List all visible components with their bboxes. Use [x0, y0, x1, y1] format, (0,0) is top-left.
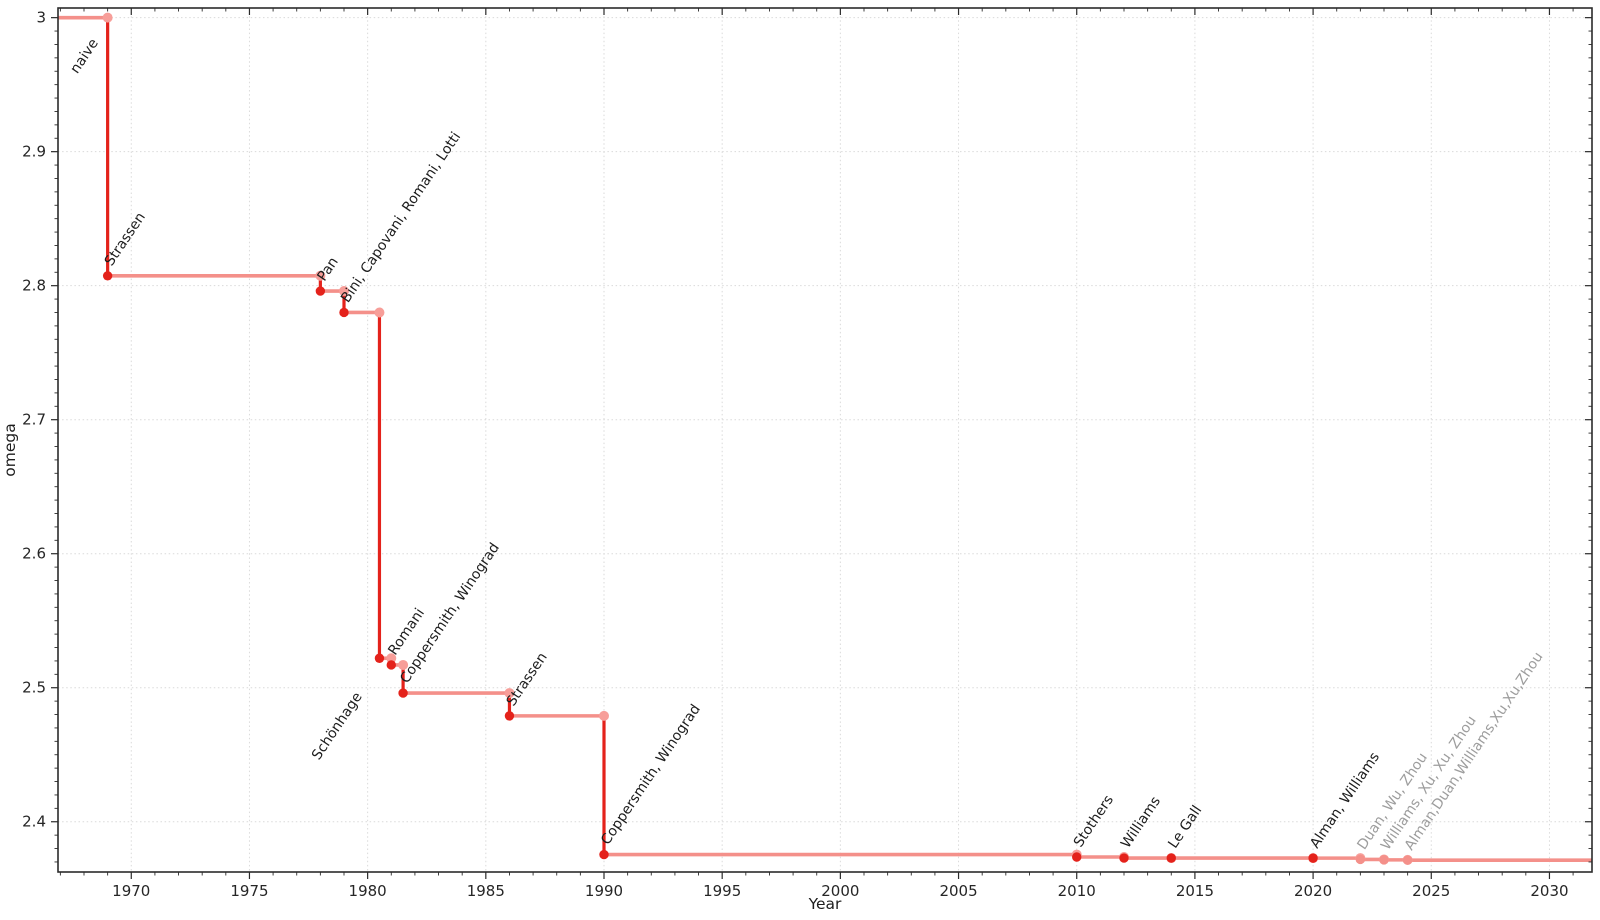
corner-point — [102, 12, 113, 23]
point-label: Le Gall — [1165, 803, 1205, 852]
point-label: Strassen — [504, 650, 551, 709]
y-tick-label: 2.4 — [22, 813, 46, 831]
x-tick-label: 1975 — [230, 882, 268, 900]
point-label: Alman,Duan,Williams,Xu,Xu,Zhou — [1402, 649, 1547, 853]
plot-border — [57, 7, 1593, 873]
corner-point — [374, 307, 385, 318]
y-tick-label: 2.9 — [22, 143, 46, 161]
x-tick-label: 1990 — [585, 882, 623, 900]
data-point — [1308, 853, 1318, 863]
gridlines — [58, 8, 1592, 872]
point-label: Williams — [1118, 794, 1164, 852]
data-point — [398, 688, 408, 698]
tick-labels: 1970 1975 1980 1985 1990 1995 2000 2005 2010 2015… — [22, 9, 1568, 900]
x-tick-label: 1980 — [349, 882, 387, 900]
data-point — [102, 271, 113, 281]
data-point — [386, 660, 396, 670]
x-tick-label: 2010 — [1058, 882, 1096, 900]
data-point — [1402, 855, 1413, 865]
y-tick-label: 2.8 — [22, 277, 46, 295]
data-point — [1355, 854, 1366, 865]
corner-point — [599, 710, 609, 721]
data-point — [1119, 853, 1129, 863]
x-tick-label: 1970 — [112, 882, 150, 900]
corner-point — [504, 688, 515, 699]
data-point — [1379, 855, 1389, 865]
y-tick-label: 2.7 — [22, 411, 46, 429]
y-tick-label: 2.5 — [22, 679, 46, 697]
corner-point — [386, 653, 397, 664]
x-tick-label: 2005 — [939, 882, 977, 900]
y-axis-title: omega — [1, 423, 19, 476]
y-tick-label: 2.6 — [22, 545, 46, 563]
x-tick-label: 2020 — [1294, 882, 1332, 900]
corner-point — [315, 270, 326, 281]
point-label: Bini, Capovani, Romani, Lotti — [338, 129, 464, 305]
point-label: Schönhage — [309, 690, 366, 763]
x-tick-label: 2030 — [1530, 882, 1568, 900]
x-tick-label: 2015 — [1176, 882, 1214, 900]
point-label: Coppersmith, Winograd — [598, 702, 704, 848]
corner-point — [398, 659, 409, 670]
x-tick-label: 2000 — [821, 882, 859, 900]
data-point — [374, 653, 385, 663]
data-point — [599, 849, 609, 860]
x-axis-title: Year — [808, 895, 842, 913]
corner-point — [339, 286, 349, 297]
x-tick-label: 1995 — [703, 882, 741, 900]
x-tick-label: 1985 — [467, 882, 505, 900]
point-label: Stothers — [1071, 792, 1117, 850]
x-tick-label: 2025 — [1412, 882, 1450, 900]
axes — [51, 7, 1593, 879]
data-point — [339, 307, 349, 318]
y-tick-label: 3 — [36, 9, 46, 27]
data-point — [1166, 853, 1176, 863]
point-label: naive — [67, 36, 102, 77]
data-point — [1072, 852, 1082, 862]
series-step-line — [58, 15, 1592, 862]
data-point-markers — [102, 12, 1413, 865]
data-point — [315, 286, 326, 296]
data-point — [504, 711, 515, 721]
